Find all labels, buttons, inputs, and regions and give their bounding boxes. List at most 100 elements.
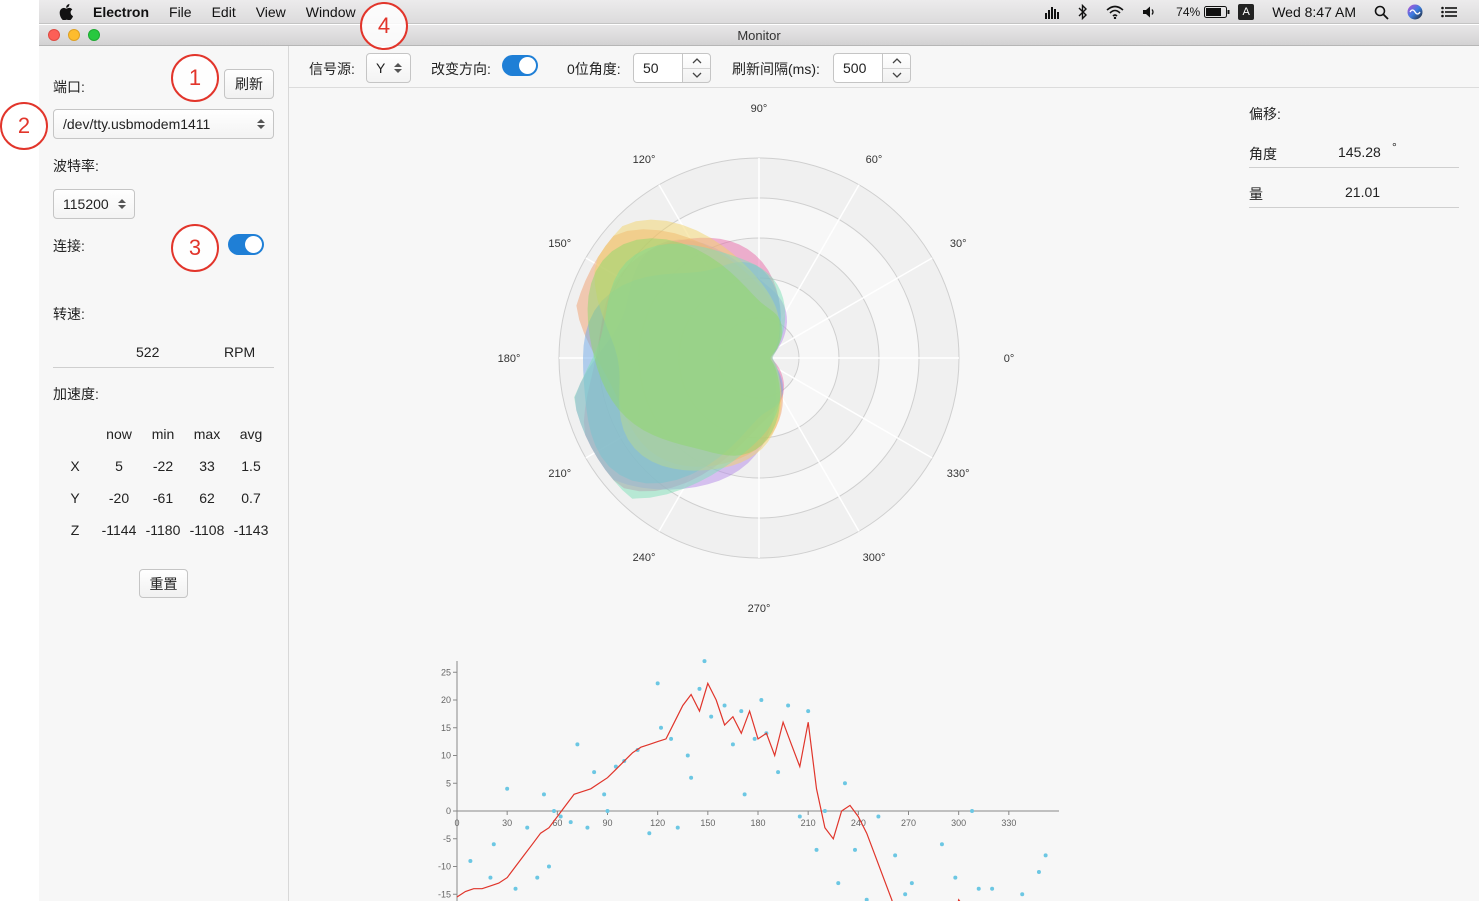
battery-status[interactable]: 74% xyxy=(1176,5,1230,19)
battery-icon xyxy=(1204,6,1230,18)
baud-rate-select[interactable]: 115200 xyxy=(53,189,135,219)
wifi-icon[interactable] xyxy=(1106,5,1124,19)
callout-3: 3 xyxy=(171,224,219,272)
menu-bar: Electron File Edit View Window 74% A Wed… xyxy=(39,0,1479,24)
volume-icon[interactable] xyxy=(1142,5,1158,19)
speed-label: 转速: xyxy=(53,306,85,322)
accel-header-avg: avg xyxy=(239,426,263,442)
clock[interactable]: Wed 8:47 AM xyxy=(1272,4,1356,20)
signal-source-label: 信号源: xyxy=(309,61,355,77)
x-tick-label: 330 xyxy=(1001,818,1016,828)
accel-cell: -1143 xyxy=(233,522,269,538)
scatter-point xyxy=(491,842,496,847)
y-tick-label: 10 xyxy=(441,751,451,761)
connect-label: 连接: xyxy=(53,238,85,254)
baud-rate-value: 115200 xyxy=(63,196,109,212)
line-series-filtered xyxy=(456,681,961,901)
x-tick-label: 270 xyxy=(901,818,916,828)
close-window-button[interactable] xyxy=(48,29,60,41)
polar-angle-tick: 180° xyxy=(498,353,521,365)
polar-angle-tick: 330° xyxy=(947,468,970,480)
spotlight-search-icon[interactable] xyxy=(1374,5,1389,20)
scatter-point xyxy=(990,886,995,891)
x-tick-label: 90 xyxy=(602,818,612,828)
chevron-down-icon[interactable] xyxy=(683,67,710,83)
menu-edit[interactable]: Edit xyxy=(211,3,236,20)
chevron-up-icon[interactable] xyxy=(883,54,910,68)
scatter-point xyxy=(752,736,757,741)
audio-meter-icon[interactable] xyxy=(1044,5,1060,19)
zero-angle-input[interactable]: 50 xyxy=(633,53,683,83)
accel-header-max: max xyxy=(193,426,221,442)
bluetooth-icon[interactable] xyxy=(1078,4,1088,20)
speed-value: 522 xyxy=(136,344,160,360)
zero-angle-stepper[interactable] xyxy=(682,53,711,83)
y-tick-label: 20 xyxy=(441,695,451,705)
toolbar-divider xyxy=(289,87,1479,88)
polar-angle-tick: 240° xyxy=(633,552,656,564)
apple-icon[interactable] xyxy=(57,3,75,20)
scatter-point xyxy=(864,897,869,901)
signal-source-value: Y xyxy=(376,60,386,76)
scatter-point xyxy=(797,814,802,819)
refresh-ports-button[interactable]: 刷新 xyxy=(224,69,274,99)
scatter-point xyxy=(541,792,546,797)
sidebar: 端口: 刷新 /dev/tty.usbmodem1411 波特率: 115200… xyxy=(39,46,289,901)
direction-toggle[interactable] xyxy=(502,55,538,76)
accel-axis-z: Z xyxy=(70,522,80,538)
menu-file[interactable]: File xyxy=(169,3,192,20)
polar-spoke xyxy=(758,257,933,359)
x-tick-label: 60 xyxy=(552,818,562,828)
accel-cell: 1.5 xyxy=(241,458,261,474)
polar-series xyxy=(574,219,787,499)
select-arrows-icon xyxy=(118,199,126,209)
port-select-value: /dev/tty.usbmodem1411 xyxy=(63,116,211,132)
scatter-point xyxy=(1036,870,1041,875)
chevron-up-icon[interactable] xyxy=(683,54,710,68)
chevron-down-icon[interactable] xyxy=(883,67,910,83)
y-tick-label: 5 xyxy=(446,778,451,788)
scatter-point xyxy=(697,686,702,691)
menu-view[interactable]: View xyxy=(255,3,286,20)
y-tick-label: -10 xyxy=(438,862,451,872)
accel-cell: -1144 xyxy=(101,522,137,538)
scatter-point xyxy=(488,875,493,880)
scatter-point xyxy=(822,809,827,813)
notification-center-icon[interactable] xyxy=(1441,6,1457,18)
connect-toggle[interactable] xyxy=(228,234,264,255)
scatter-point xyxy=(739,709,744,714)
siri-icon[interactable] xyxy=(1407,4,1423,20)
scatter-point xyxy=(909,881,914,886)
offset-title: 偏移: xyxy=(1249,106,1281,122)
accel-axis-x: X xyxy=(70,458,80,474)
scatter-point xyxy=(605,809,610,813)
signal-source-select[interactable]: Y xyxy=(366,53,411,83)
y-tick-label: 0 xyxy=(446,806,451,816)
menu-app-name[interactable]: Electron xyxy=(93,3,150,20)
input-source-icon[interactable]: A xyxy=(1238,4,1255,20)
x-tick-label: 180 xyxy=(750,818,765,828)
scatter-point xyxy=(759,698,764,702)
reset-button[interactable]: 重置 xyxy=(139,569,188,598)
callout-2: 2 xyxy=(0,102,48,150)
accel-cell: -61 xyxy=(152,490,174,506)
scatter-point xyxy=(669,736,674,741)
scatter-point xyxy=(546,864,551,869)
scatter-point xyxy=(709,714,714,719)
toggle-knob xyxy=(245,236,262,253)
y-tick-label: 15 xyxy=(441,723,451,733)
menu-window[interactable]: Window xyxy=(305,3,356,20)
port-select[interactable]: /dev/tty.usbmodem1411 xyxy=(53,109,274,139)
zero-angle-label: 0位角度: xyxy=(567,61,621,77)
y-tick-label: 25 xyxy=(441,667,451,677)
zoom-window-button[interactable] xyxy=(88,29,100,41)
scatter-point xyxy=(976,886,981,891)
offset-amount-value: 21.01 xyxy=(1345,184,1381,200)
scatter-point xyxy=(722,703,727,708)
y-tick-label: -5 xyxy=(443,834,451,844)
minimize-window-button[interactable] xyxy=(68,29,80,41)
refresh-interval-stepper[interactable] xyxy=(882,53,911,83)
scatter-point xyxy=(659,725,664,730)
refresh-interval-input[interactable]: 500 xyxy=(833,53,883,83)
